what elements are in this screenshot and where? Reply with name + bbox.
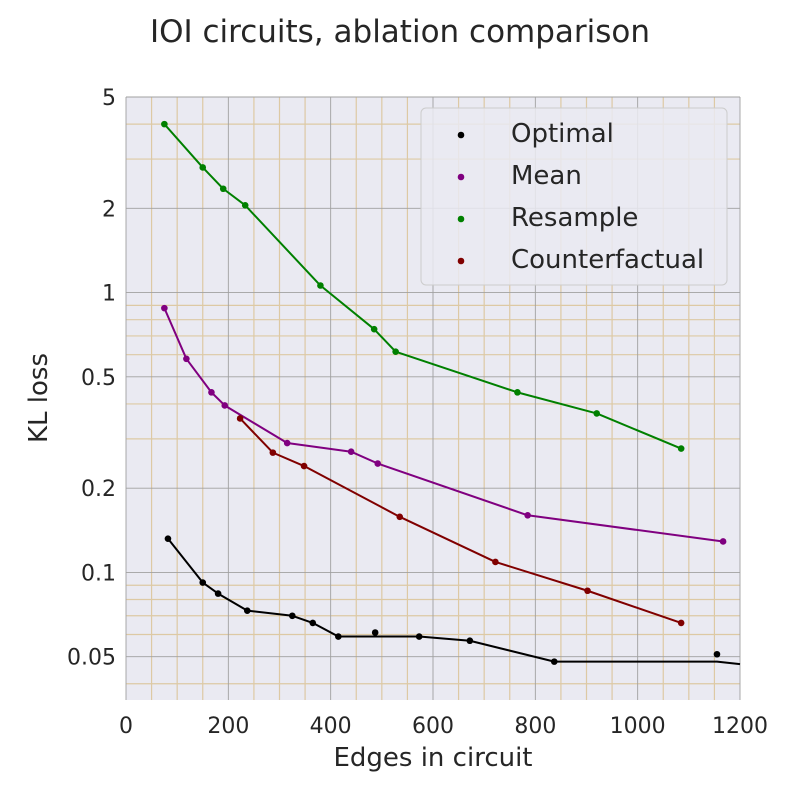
data-point-optimal bbox=[371, 629, 379, 636]
data-point-resample bbox=[161, 120, 168, 128]
data-point-mean bbox=[161, 304, 168, 312]
data-point-mean bbox=[283, 439, 291, 447]
data-point-mean bbox=[221, 402, 229, 409]
y-tick-labels: 0.05 0.1 0.2 0.5 1 2 5 bbox=[67, 86, 116, 671]
legend-label-resample: Resample bbox=[511, 203, 638, 233]
legend-marker-counterfactual bbox=[457, 257, 465, 265]
data-point-optimal bbox=[335, 633, 342, 640]
x-tick-label: 600 bbox=[412, 714, 454, 739]
data-point-resample bbox=[370, 325, 378, 333]
data-point-counterfactual bbox=[300, 462, 308, 470]
data-point-counterfactual bbox=[236, 415, 244, 422]
y-tick-label: 0.5 bbox=[81, 366, 116, 391]
data-point-mean bbox=[208, 389, 215, 396]
series-points bbox=[161, 120, 727, 665]
data-point-optimal bbox=[466, 637, 474, 645]
data-point-resample bbox=[677, 445, 685, 452]
data-point-resample bbox=[219, 185, 227, 193]
x-tick-labels: 0 200 400 600 800 1000 1200 bbox=[119, 714, 768, 739]
data-point-optimal bbox=[164, 535, 172, 542]
data-point-mean bbox=[347, 448, 355, 456]
data-point-mean bbox=[719, 538, 727, 545]
data-point-resample bbox=[392, 348, 399, 355]
data-point-resample bbox=[317, 282, 324, 289]
x-tick-label: 1200 bbox=[712, 714, 768, 739]
data-point-optimal bbox=[713, 650, 721, 658]
data-point-mean bbox=[183, 355, 190, 363]
data-point-optimal bbox=[214, 590, 222, 597]
data-point-resample bbox=[593, 410, 601, 417]
legend-frame bbox=[420, 107, 728, 286]
chart-title: IOI circuits, ablation comparison bbox=[150, 14, 650, 50]
x-tick-label: 400 bbox=[310, 714, 352, 739]
legend-label-mean: Mean bbox=[511, 161, 582, 191]
x-tick-label: 0 bbox=[119, 714, 133, 739]
legend-label-optimal: Optimal bbox=[511, 119, 614, 149]
y-tick-label: 5 bbox=[102, 86, 116, 111]
y-tick-label: 0.05 bbox=[67, 646, 116, 671]
legend-marker-mean bbox=[457, 173, 465, 181]
data-point-optimal bbox=[415, 633, 423, 640]
data-point-counterfactual bbox=[396, 513, 404, 521]
data-point-optimal bbox=[199, 579, 207, 586]
legend-marker-optimal bbox=[457, 131, 465, 139]
x-tick-label: 1000 bbox=[610, 714, 666, 739]
data-point-counterfactual bbox=[677, 619, 685, 627]
y-axis-label: KL loss bbox=[24, 353, 54, 443]
data-point-resample bbox=[514, 389, 521, 396]
data-point-resample bbox=[199, 164, 207, 171]
legend-label-counterfactual: Counterfactual bbox=[511, 245, 704, 275]
data-point-counterfactual bbox=[269, 449, 277, 456]
data-point-optimal bbox=[288, 612, 296, 620]
x-tick-label: 200 bbox=[207, 714, 249, 739]
data-point-mean bbox=[374, 460, 382, 467]
data-point-counterfactual bbox=[584, 587, 591, 595]
x-axis-label: Edges in circuit bbox=[333, 743, 532, 773]
data-point-counterfactual bbox=[492, 558, 499, 566]
data-point-resample bbox=[241, 202, 249, 209]
data-point-optimal bbox=[550, 658, 558, 665]
x-tick-label: 800 bbox=[514, 714, 556, 739]
y-tick-label: 2 bbox=[102, 197, 116, 222]
legend-marker-resample bbox=[457, 215, 465, 223]
data-point-optimal bbox=[309, 619, 317, 627]
y-tick-label: 1 bbox=[102, 282, 116, 307]
y-tick-label: 0.2 bbox=[81, 477, 116, 502]
data-point-optimal bbox=[243, 607, 251, 614]
legend: Optimal Mean Resample Counterfactual bbox=[420, 107, 728, 286]
series-line-resample bbox=[163, 123, 682, 450]
y-tick-label: 0.1 bbox=[81, 561, 116, 586]
data-point-mean bbox=[524, 511, 531, 519]
